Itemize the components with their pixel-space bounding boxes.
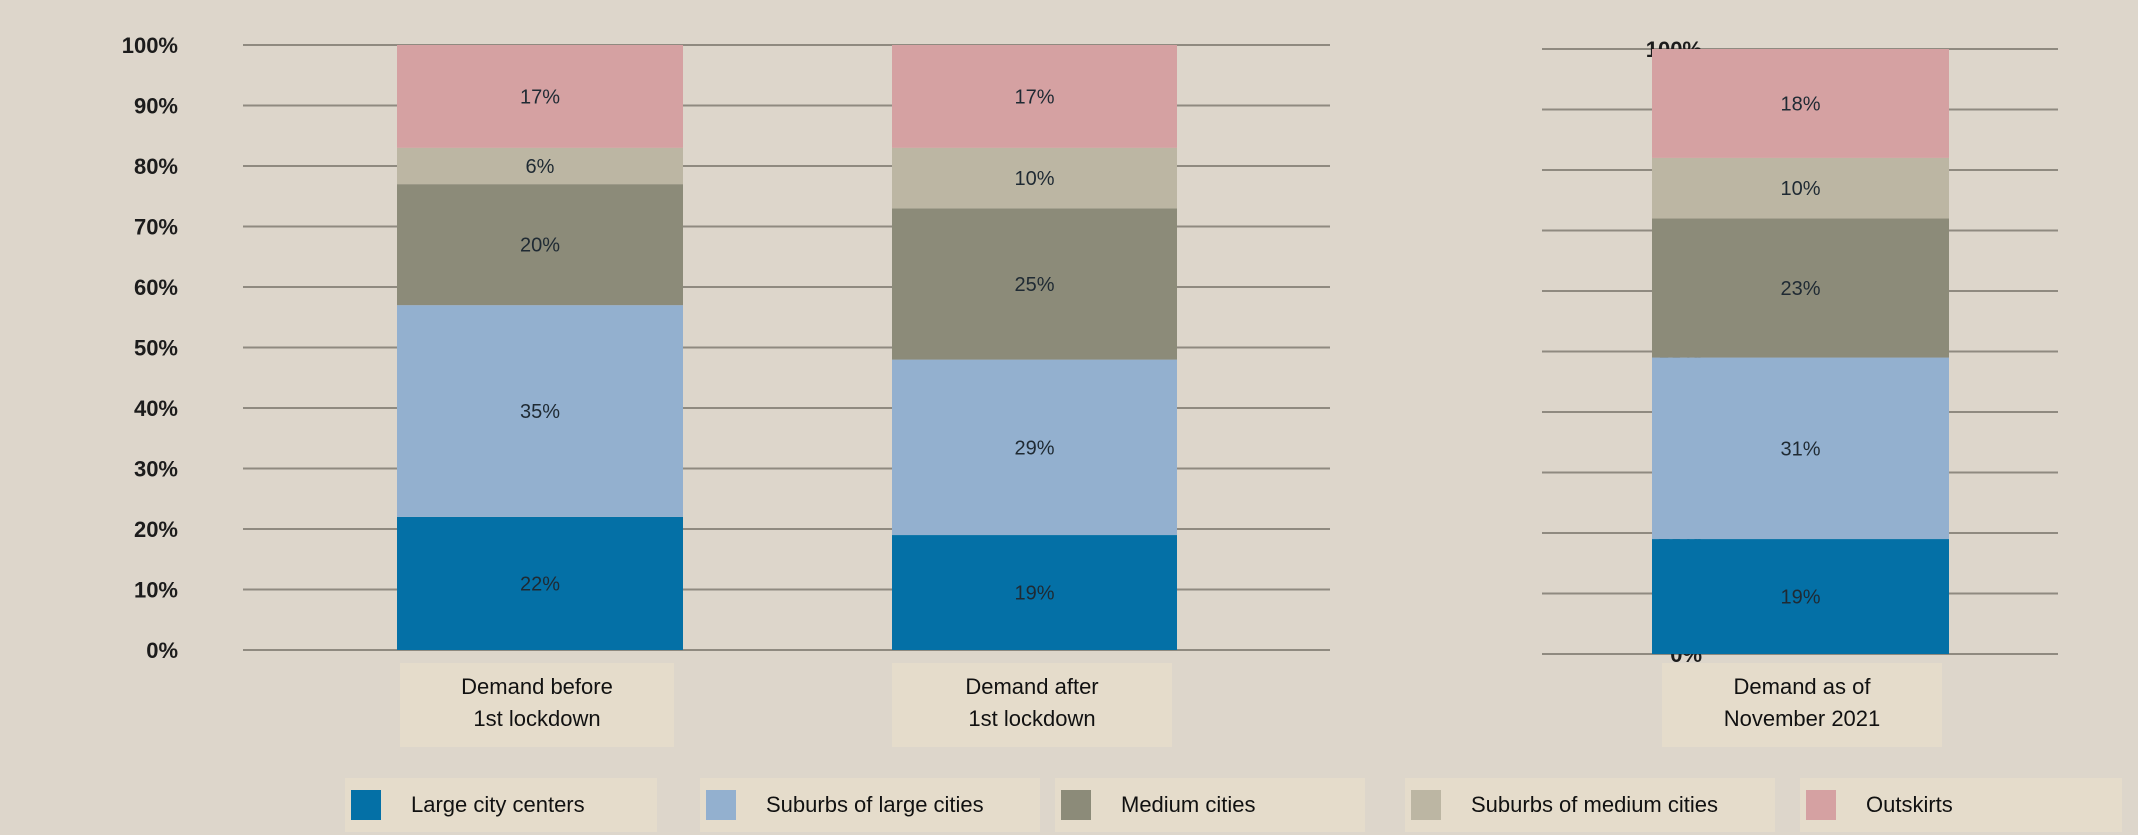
bar-segment-suburbs-of-medium-cities-0-1 — [892, 147, 1177, 209]
legend-label-large-city-centers: Large city centers — [411, 792, 585, 817]
bar-segment-outskirts-0-0 — [397, 45, 683, 148]
y-tick-label-0-5: 50% — [134, 336, 178, 361]
bar-segment-suburbs-of-large-cities-0-0 — [397, 305, 683, 517]
legend-swatch-suburbs-of-large-cities — [706, 790, 736, 820]
bar-segment-suburbs-of-large-cities-0-1 — [892, 359, 1177, 536]
legend-label-medium-cities: Medium cities — [1121, 792, 1256, 817]
y-tick-label-0-3: 30% — [134, 457, 178, 482]
bar-segment-medium-cities-0-1 — [892, 208, 1177, 360]
data-label-large-city-centers-0-0: 22% — [520, 573, 560, 595]
bar-segment-large-city-centers-0-1 — [892, 535, 1177, 650]
legend-swatch-outskirts — [1806, 790, 1836, 820]
legend-item-medium-cities: Medium cities — [1055, 778, 1365, 832]
data-label-suburbs-of-medium-cities-0-1: 10% — [1014, 168, 1054, 190]
data-label-outskirts-0-0: 17% — [520, 86, 560, 108]
y-tick-label-0-4: 40% — [134, 396, 178, 421]
data-label-suburbs-of-medium-cities-0-0: 6% — [526, 156, 555, 178]
bar-segment-outskirts-1-0 — [1652, 49, 1949, 158]
category-label-november-2021: Demand as of November 2021 — [1662, 663, 1942, 747]
data-label-outskirts-0-1: 17% — [1014, 86, 1054, 108]
legend-item-suburbs-of-large-cities: Suburbs of large cities — [700, 778, 1040, 832]
legend-swatch-large-city-centers — [351, 790, 381, 820]
data-label-large-city-centers-0-1: 19% — [1014, 583, 1054, 605]
category-label-before-lockdown: Demand before 1st lockdown — [400, 663, 674, 747]
data-label-suburbs-of-large-cities-1-0: 31% — [1780, 438, 1820, 460]
y-tick-label-0-6: 60% — [134, 275, 178, 300]
y-tick-label-0-8: 80% — [134, 154, 178, 179]
legend-swatch-suburbs-of-medium-cities — [1411, 790, 1441, 820]
bar-segment-medium-cities-1-0 — [1652, 218, 1949, 358]
y-tick-label-0-1: 10% — [134, 578, 178, 603]
data-label-suburbs-of-medium-cities-1-0: 10% — [1780, 178, 1820, 200]
legend-label-suburbs-of-medium-cities: Suburbs of medium cities — [1471, 792, 1718, 817]
legend-label-suburbs-of-large-cities: Suburbs of large cities — [766, 792, 984, 817]
legend-item-outskirts: Outskirts — [1800, 778, 2122, 832]
category-label-after-lockdown: Demand after 1st lockdown — [892, 663, 1172, 747]
data-label-medium-cities-1-0: 23% — [1780, 278, 1820, 300]
y-tick-label-0-9: 90% — [134, 94, 178, 119]
data-label-suburbs-of-large-cities-0-0: 35% — [520, 401, 560, 423]
y-tick-label-0-7: 70% — [134, 215, 178, 240]
legend-item-suburbs-of-medium-cities: Suburbs of medium cities — [1405, 778, 1775, 832]
y-tick-label-0-10: 100% — [122, 33, 178, 58]
data-label-outskirts-1-0: 18% — [1780, 93, 1820, 115]
bar-segment-medium-cities-0-0 — [397, 184, 683, 306]
data-label-suburbs-of-large-cities-0-1: 29% — [1014, 437, 1054, 459]
legend-swatch-medium-cities — [1061, 790, 1091, 820]
bar-segment-large-city-centers-1-0 — [1652, 539, 1949, 654]
data-label-large-city-centers-1-0: 19% — [1780, 587, 1820, 609]
y-tick-label-0-2: 20% — [134, 517, 178, 542]
data-label-medium-cities-0-1: 25% — [1014, 274, 1054, 296]
bar-segment-large-city-centers-0-0 — [397, 516, 683, 650]
legend-item-large-city-centers: Large city centers — [345, 778, 657, 832]
legend-label-outskirts: Outskirts — [1866, 792, 1953, 817]
bar-segment-outskirts-0-1 — [892, 45, 1177, 148]
bar-segment-suburbs-of-medium-cities-1-0 — [1652, 157, 1949, 219]
bar-segment-suburbs-of-medium-cities-0-0 — [397, 147, 683, 185]
bar-segment-suburbs-of-large-cities-1-0 — [1652, 357, 1949, 540]
y-tick-label-0-0: 0% — [146, 638, 178, 663]
data-label-medium-cities-0-0: 20% — [520, 235, 560, 257]
